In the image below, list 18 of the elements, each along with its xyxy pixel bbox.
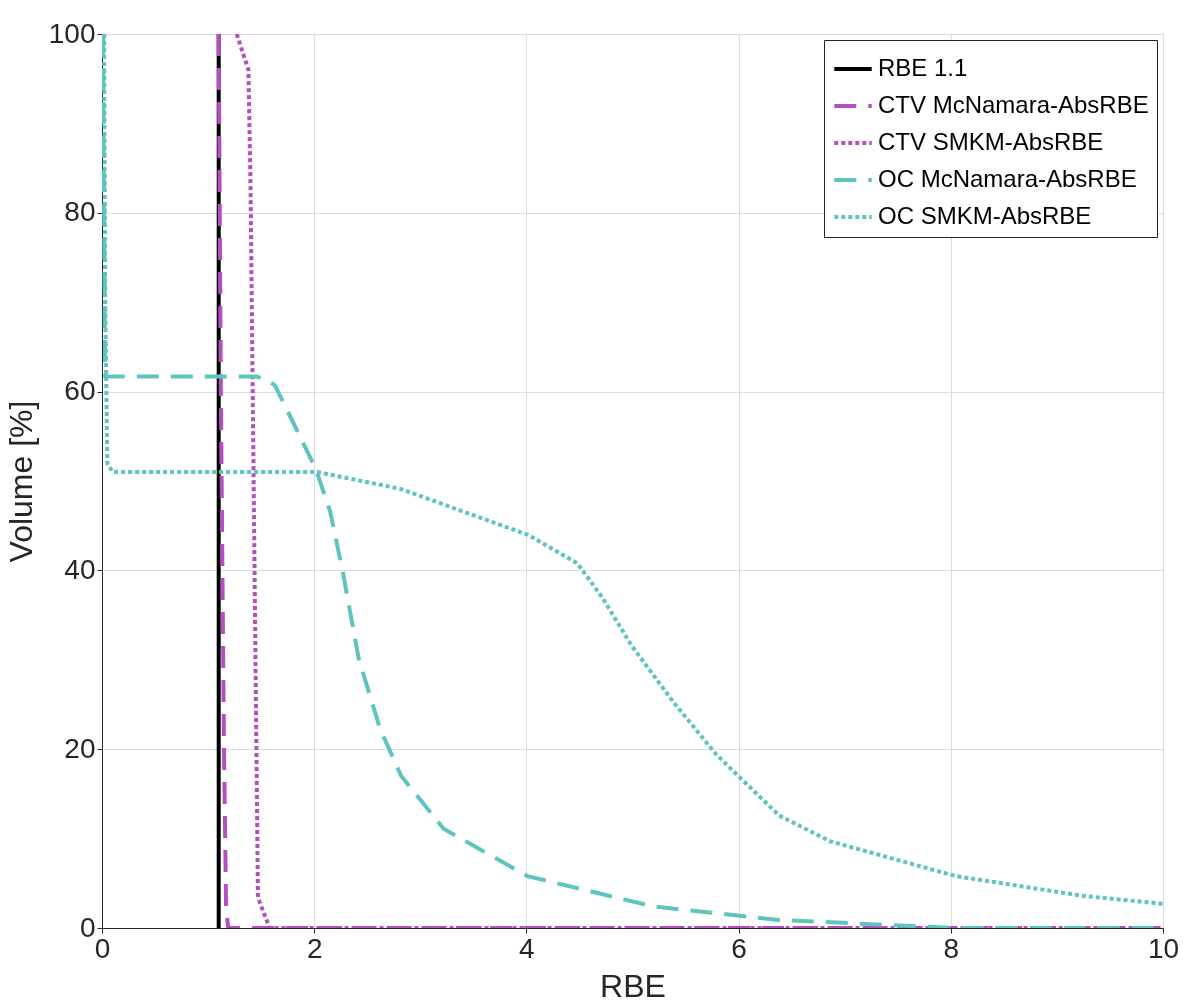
- y-axis-title: Volume [%]: [2, 400, 39, 563]
- legend-label: CTV McNamara-AbsRBE: [878, 91, 1149, 118]
- y-tick-label: 100: [48, 17, 96, 49]
- x-tick-label: 4: [519, 932, 535, 964]
- legend-label: RBE 1.1: [878, 54, 968, 81]
- y-tick-label: 60: [64, 375, 96, 407]
- y-tick-label: 80: [64, 196, 96, 228]
- legend-label: OC SMKM-AbsRBE: [878, 202, 1092, 229]
- x-tick-label: 2: [306, 932, 323, 964]
- x-tick-label: 6: [731, 932, 747, 964]
- x-tick-label: 10: [1147, 932, 1180, 964]
- y-tick-label: 0: [79, 911, 96, 943]
- y-tick-label: 40: [64, 553, 96, 585]
- x-axis-title: RBE: [600, 967, 666, 1004]
- legend-label: CTV SMKM-AbsRBE: [878, 128, 1104, 155]
- legend-label: OC McNamara-AbsRBE: [878, 165, 1137, 192]
- y-tick-label: 20: [64, 732, 96, 764]
- x-tick-label: 8: [943, 932, 960, 964]
